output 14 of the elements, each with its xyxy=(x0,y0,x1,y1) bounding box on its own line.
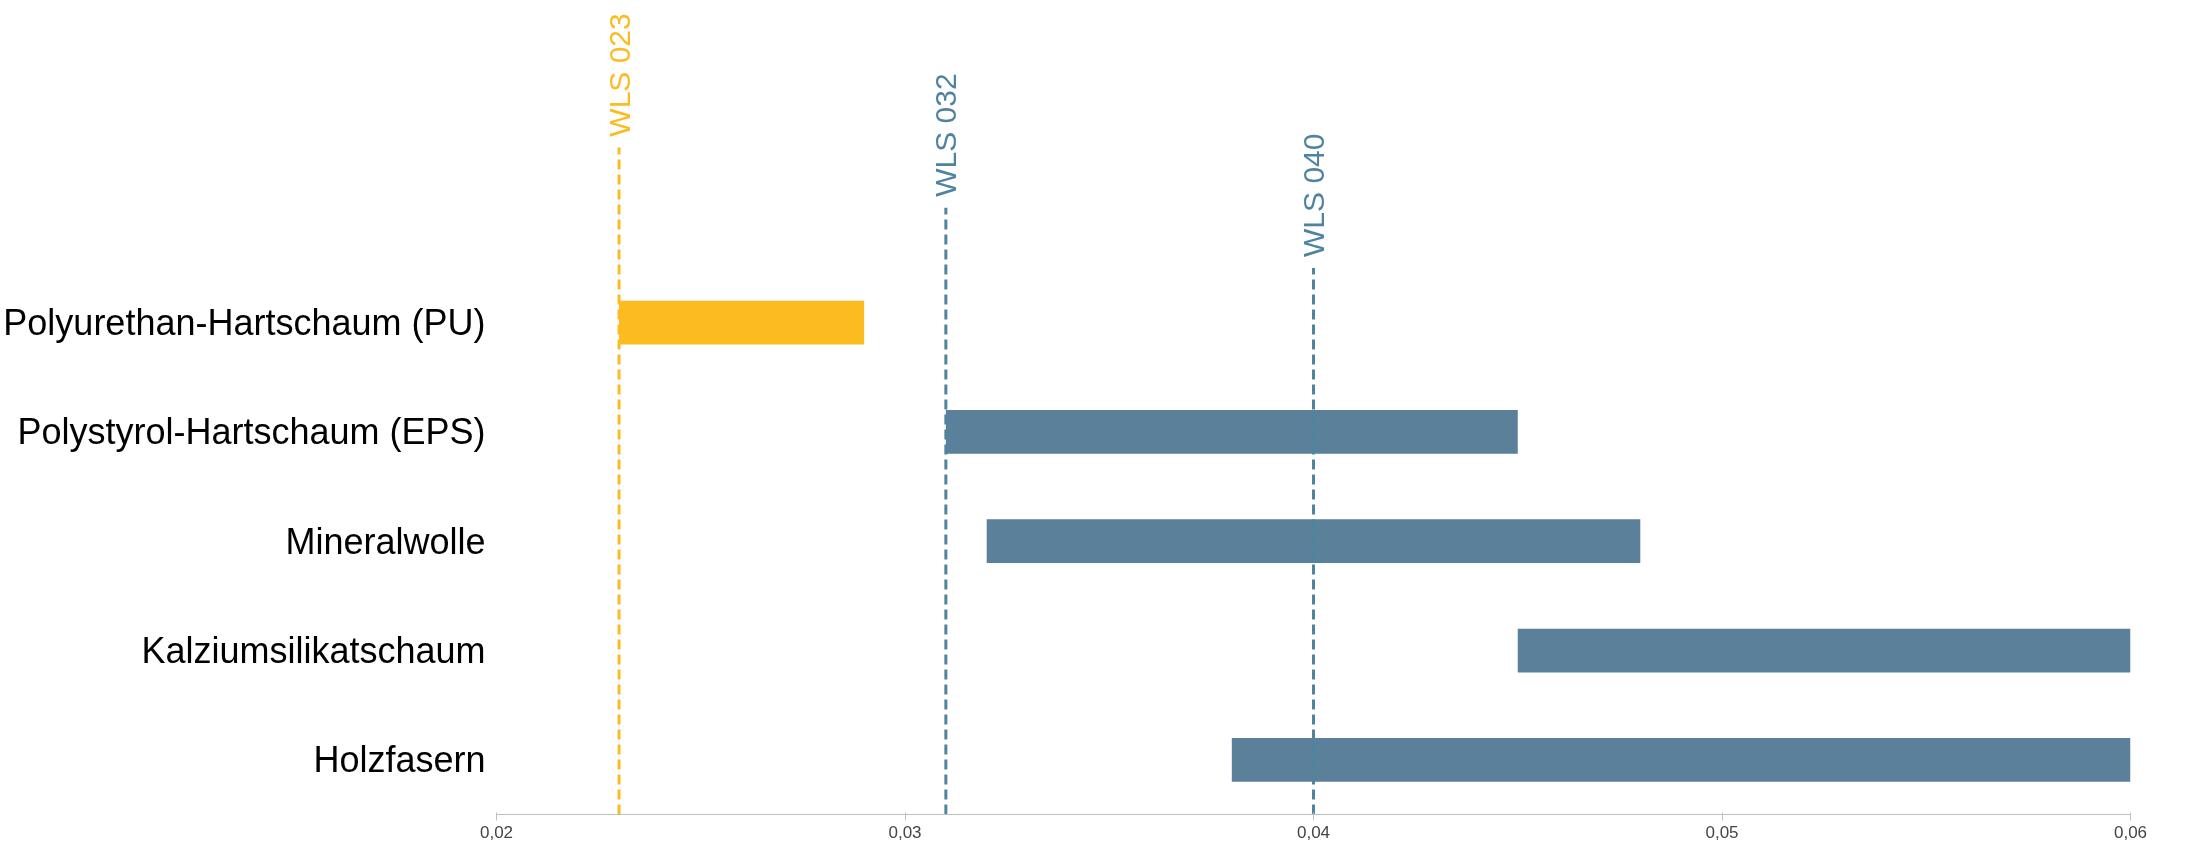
ref-line-label: WLS 023 xyxy=(602,13,636,137)
y-tick-label: Kalziumsilikatschaum xyxy=(141,630,486,672)
y-tick-label: Polystyrol-Hartschaum (EPS) xyxy=(17,411,486,453)
ref-line-label: WLS 032 xyxy=(929,73,963,197)
x-tick-label: 0,06 xyxy=(2113,822,2148,842)
y-tick-label: Holzfasern xyxy=(313,739,486,781)
x-tick-label: 0,02 xyxy=(479,822,514,842)
x-tick-label: 0,05 xyxy=(1705,822,1739,842)
ref-line-label: WLS 040 xyxy=(1297,133,1330,257)
y-tick-label: Mineralwolle xyxy=(285,520,486,562)
x-tick-label: 0,03 xyxy=(888,822,922,842)
bar xyxy=(1517,628,2131,673)
x-tick-label: 0,04 xyxy=(1296,822,1331,842)
y-tick-label: Polyurethan-Hartschaum (PU) xyxy=(3,302,486,344)
